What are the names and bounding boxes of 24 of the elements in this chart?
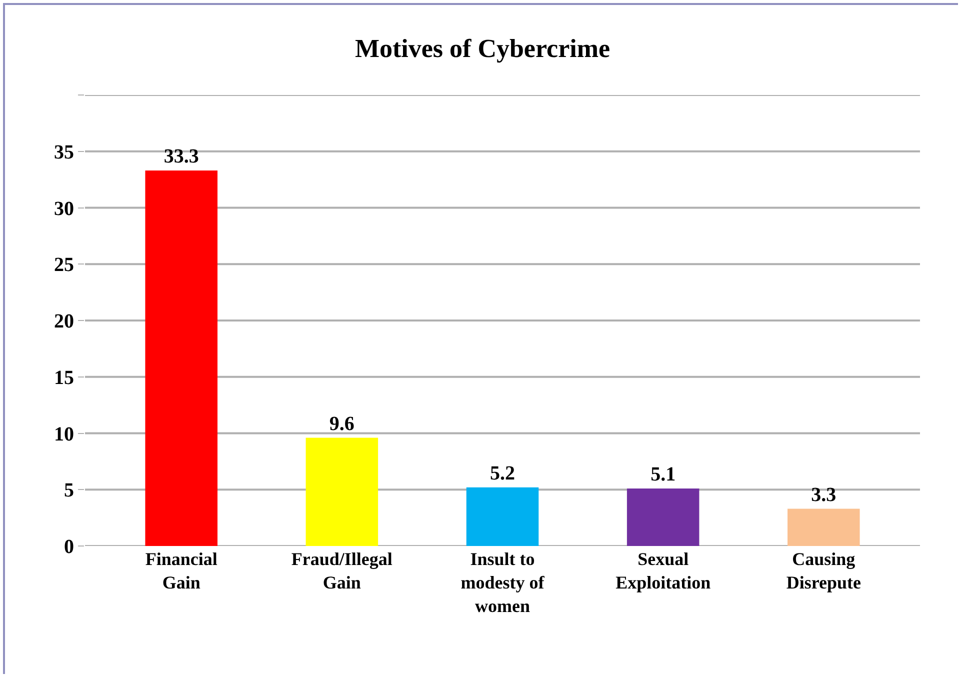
y-tick-label: 0 [64, 536, 74, 558]
y-tick-label: 30 [54, 198, 74, 220]
y-tick-label: 15 [54, 366, 74, 389]
bar [626, 488, 700, 546]
x-tick-label: Fraud/Illegal Gain [291, 549, 392, 592]
x-tick-label: Sexual Exploitation [616, 549, 711, 592]
bar [145, 170, 218, 546]
y-tick-label: 5 [64, 480, 74, 502]
y-tick-label: 20 [54, 310, 74, 332]
y-tick-label: 10 [54, 423, 74, 446]
y-tick-label: 25 [54, 254, 74, 276]
x-tick-label: Financial Gain [145, 549, 218, 592]
x-tick-label: Insult to modesty of women [460, 549, 546, 616]
data-label: 3.3 [811, 484, 836, 506]
bar [306, 438, 378, 546]
data-label: 5.1 [650, 464, 676, 486]
bar [466, 487, 539, 546]
chart-title: Motives of Cybercrime [354, 34, 610, 63]
x-tick-label: Causing Disrepute [786, 549, 861, 592]
data-label: 9.6 [329, 412, 354, 435]
data-label: 5.2 [490, 462, 515, 484]
bar [788, 508, 860, 546]
y-tick-label: 35 [54, 141, 74, 164]
data-label: 33.3 [164, 146, 199, 168]
